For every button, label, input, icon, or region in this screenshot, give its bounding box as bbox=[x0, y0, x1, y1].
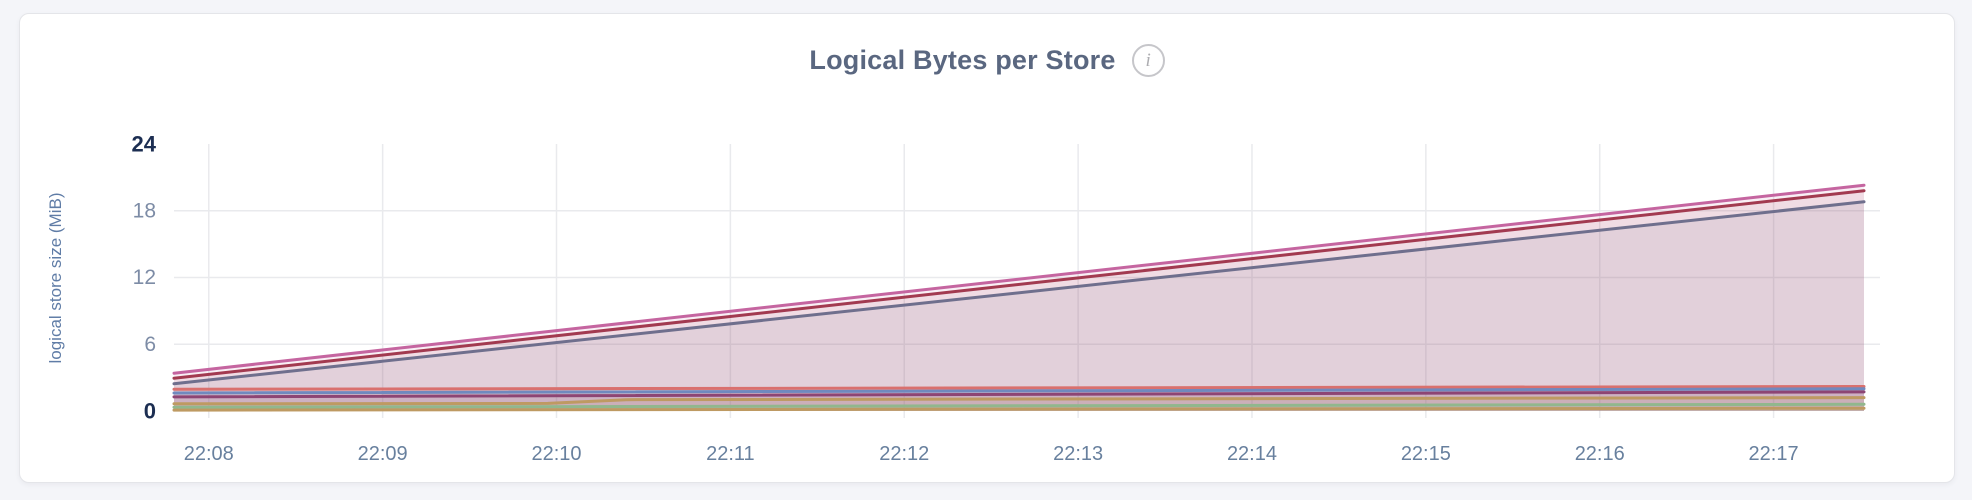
series-line-store-5 bbox=[172, 387, 1866, 395]
series-area-store-3 bbox=[174, 201, 1864, 411]
x-axis-tick-label: 22:13 bbox=[1053, 443, 1103, 465]
y-axis-tick-label: 6 bbox=[144, 333, 156, 356]
x-axis-tick-label: 22:17 bbox=[1749, 443, 1799, 465]
y-axis-tick-label: 24 bbox=[132, 132, 157, 157]
series-line-store-2 bbox=[172, 189, 1866, 380]
x-axis-tick-label: 22:16 bbox=[1575, 443, 1625, 465]
series-line-store-4 bbox=[172, 385, 1866, 391]
series-line-store-1 bbox=[172, 183, 1866, 375]
x-axis-tick-label: 22:15 bbox=[1401, 443, 1451, 465]
info-icon[interactable]: i bbox=[1131, 44, 1165, 77]
x-axis-tick-label: 22:10 bbox=[531, 443, 581, 465]
y-axis-tick-label: 0 bbox=[144, 399, 156, 424]
x-axis-tick-label: 22:12 bbox=[879, 443, 929, 465]
chart-card: Logical Bytes per Store i 0 6 12 18 24 22:08 2… bbox=[19, 13, 1955, 483]
y-axis-tick-label: 12 bbox=[133, 266, 156, 289]
x-axis-tick-label: 22:14 bbox=[1227, 443, 1277, 465]
series-line-store-8 bbox=[172, 402, 1866, 409]
chart-title: Logical Bytes per Store bbox=[809, 45, 1116, 75]
x-axis-tick-label: 22:11 bbox=[706, 443, 755, 465]
x-axis-tick-label: 22:08 bbox=[184, 443, 234, 465]
x-axis-tick-label: 22:09 bbox=[358, 443, 408, 465]
y-axis-title: logical store size (MiB) bbox=[46, 193, 65, 364]
series-line-store-7 bbox=[172, 396, 1866, 406]
chart-canvas[interactable]: 0 6 12 18 24 22:08 22:09 22:10 22:11 22:12 22:13 22… bbox=[20, 14, 1956, 484]
y-axis-tick-label: 18 bbox=[133, 199, 156, 222]
series-line-store-9 bbox=[172, 406, 1866, 412]
series-area-store-1 bbox=[174, 185, 1864, 411]
info-icon-glyph: i bbox=[1145, 49, 1151, 71]
series-line-store-6 bbox=[172, 390, 1866, 399]
series-line-store-3 bbox=[172, 200, 1866, 386]
chart-header: Logical Bytes per Store i bbox=[20, 44, 1954, 77]
